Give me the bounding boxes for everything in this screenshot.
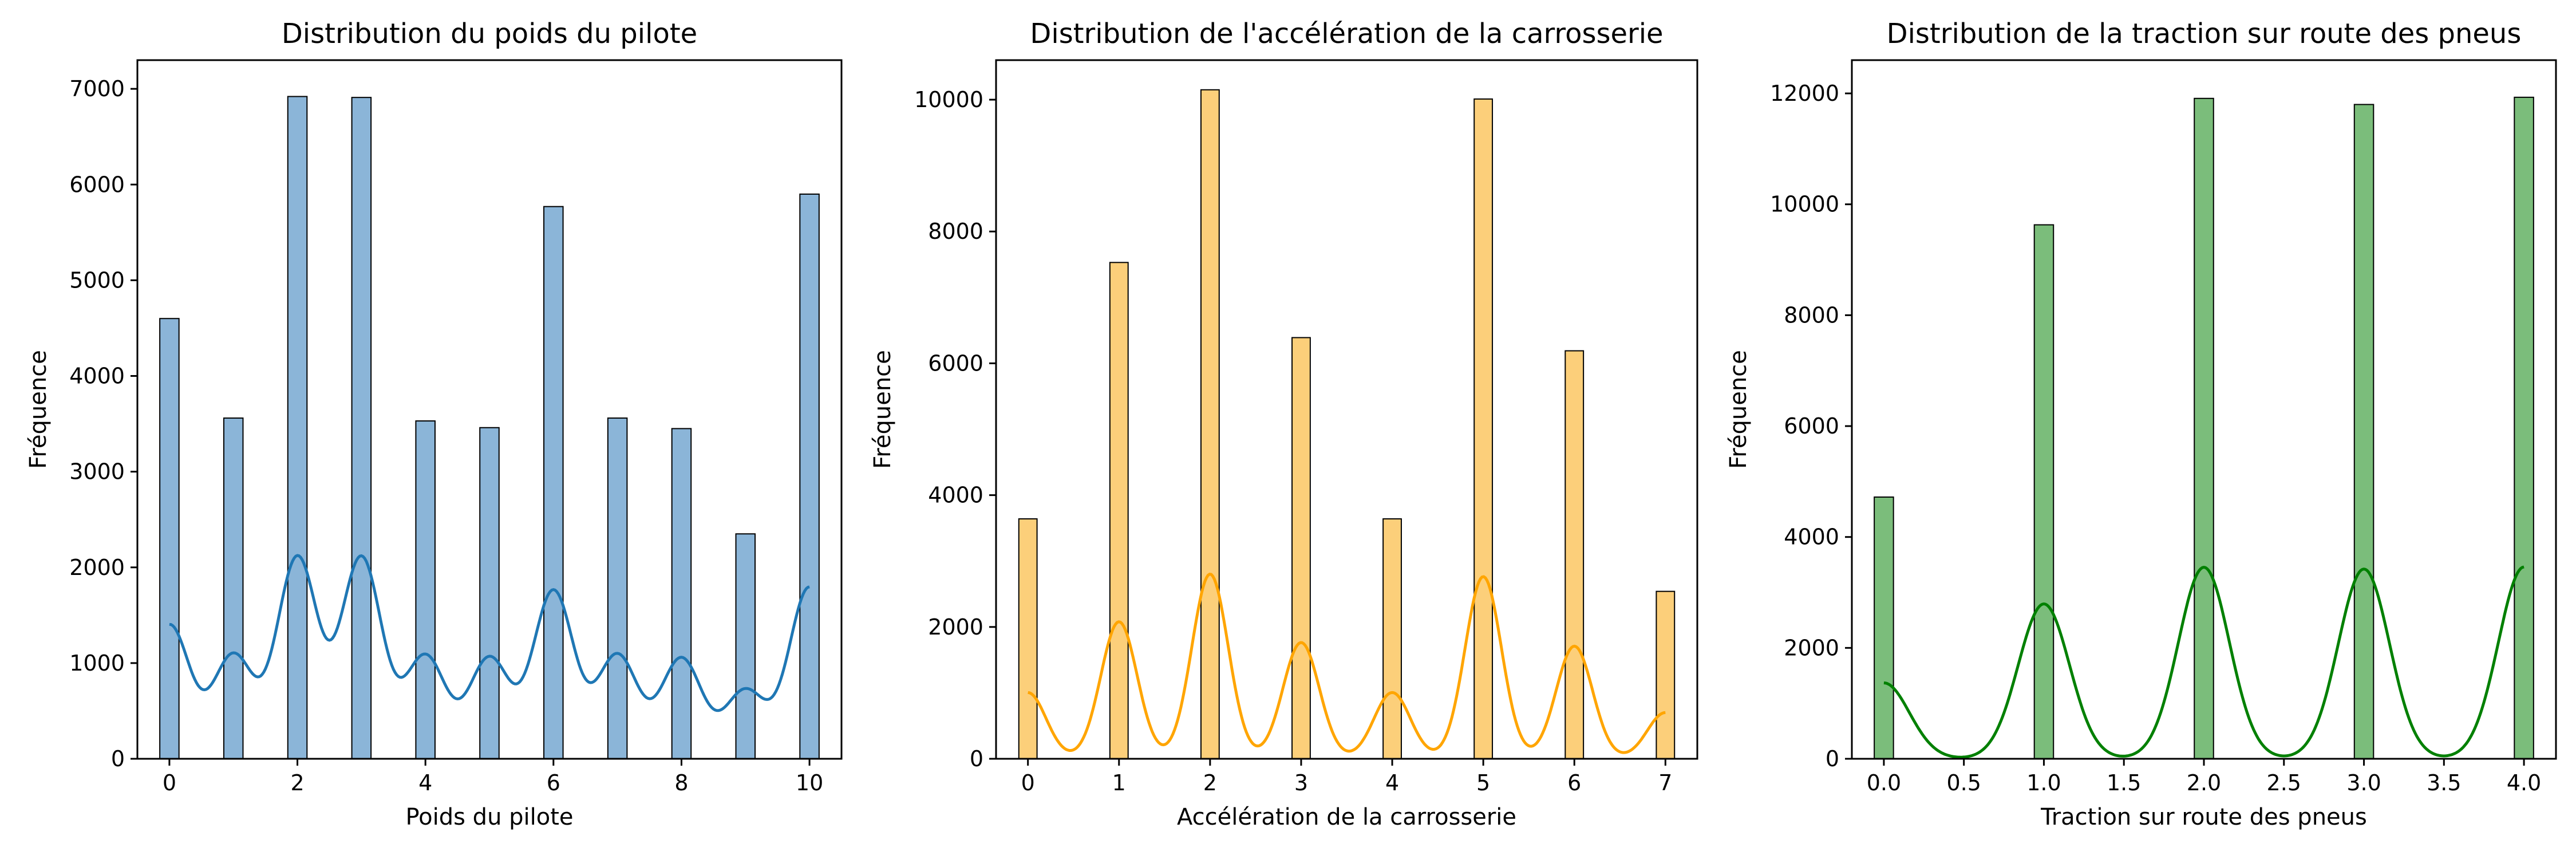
plot-frame xyxy=(995,59,1698,760)
x-tick-label: 2.5 xyxy=(2267,770,2301,795)
y-tick-label: 8000 xyxy=(928,219,983,244)
histogram-bar xyxy=(607,417,628,759)
histogram-bar xyxy=(2033,224,2055,760)
x-tick-label: 3.5 xyxy=(2427,770,2461,795)
histogram-bar xyxy=(159,318,180,759)
histogram-bar xyxy=(1382,518,1402,759)
histogram-bar xyxy=(543,206,564,760)
x-tick-label: 6 xyxy=(1567,770,1581,795)
histogram-bar xyxy=(671,428,692,759)
y-tick-label: 0 xyxy=(111,746,125,771)
x-tick-label: 0 xyxy=(163,770,176,795)
x-tick-label: 0.0 xyxy=(1867,770,1901,795)
chart-title: Distribution du poids du pilote xyxy=(282,18,697,50)
x-tick-label: 1.5 xyxy=(2107,770,2141,795)
chart-panel-tire-traction: 0.0 0.5 1.0 1.5 2.0 2.5 3.0 3.5 4.0 0 2000 4000 6000… xyxy=(1725,18,2557,830)
x-axis-label: Poids du pilote xyxy=(405,804,573,830)
histogram-bar xyxy=(2514,96,2534,759)
chart-title: Distribution de l'accélération de la car… xyxy=(1030,18,1663,50)
y-tick-label: 4000 xyxy=(1784,525,1839,550)
x-tick-label: 10 xyxy=(796,770,823,795)
y-tick-label: 6000 xyxy=(1784,413,1839,439)
y-tick-label: 3000 xyxy=(69,459,125,484)
histogram-bar xyxy=(1200,89,1220,759)
x-tick-label: 4 xyxy=(418,770,432,795)
histogram-bar xyxy=(1473,98,1494,760)
y-tick-label: 2000 xyxy=(1784,635,1839,660)
x-tick-label: 4 xyxy=(1385,770,1399,795)
x-tick-label: 7 xyxy=(1658,770,1672,795)
chart-panel-body-acceleration: 0 1 2 3 4 5 6 7 0 2000 4000 6000 8000 10000 Distributi… xyxy=(870,18,1698,830)
x-tick-label: 0 xyxy=(1021,770,1035,795)
histogram-bar xyxy=(1564,350,1585,759)
plot-frame xyxy=(136,59,843,760)
y-tick-label: 8000 xyxy=(1784,302,1839,328)
histogram-bar xyxy=(351,97,372,759)
histogram-bar xyxy=(1874,496,1894,759)
y-tick-label: 0 xyxy=(1826,746,1839,771)
y-tick-label: 5000 xyxy=(69,267,125,293)
y-tick-label: 10000 xyxy=(914,87,983,112)
histogram-bar xyxy=(799,193,820,759)
chart-panel-driver-weight: 0 2 4 6 8 10 0 1000 2000 3000 4000 5000 6000 7000 Dist… xyxy=(25,18,843,830)
kde-curve xyxy=(1883,565,2524,759)
x-tick-label: 3.0 xyxy=(2346,770,2381,795)
x-tick-label: 6 xyxy=(547,770,560,795)
x-axis-label: Accélération de la carrosserie xyxy=(1177,804,1516,830)
y-tick-label: 0 xyxy=(970,746,983,771)
x-tick-label: 2 xyxy=(1203,770,1217,795)
histogram-bar xyxy=(479,427,500,759)
chart-title: Distribution de la traction sur route de… xyxy=(1887,18,2522,50)
y-tick-label: 10000 xyxy=(1770,192,1839,217)
histogram-bar xyxy=(735,533,756,759)
histogram-bar xyxy=(2194,97,2214,759)
x-tick-label: 8 xyxy=(674,770,688,795)
x-tick-label: 4.0 xyxy=(2507,770,2541,795)
y-tick-label: 6000 xyxy=(69,172,125,197)
x-tick-label: 5 xyxy=(1476,770,1490,795)
histogram-bar xyxy=(287,96,308,760)
y-tick-label: 1000 xyxy=(69,651,125,676)
x-tick-label: 1.0 xyxy=(2026,770,2061,795)
x-axis-label: Traction sur route des pneus xyxy=(2040,804,2367,830)
y-axis-label: Fréquence xyxy=(870,350,896,469)
y-tick-label: 6000 xyxy=(928,350,983,376)
x-tick-label: 1 xyxy=(1112,770,1126,795)
histogram-bar xyxy=(415,420,436,759)
x-tick-label: 2.0 xyxy=(2187,770,2221,795)
y-tick-label: 4000 xyxy=(928,483,983,508)
y-tick-label: 4000 xyxy=(69,364,125,389)
kde-curve xyxy=(1028,572,1666,754)
x-tick-label: 2 xyxy=(290,770,304,795)
y-tick-label: 2000 xyxy=(69,555,125,580)
histogram-bar xyxy=(2353,104,2374,759)
x-tick-label: 0.5 xyxy=(1946,770,1981,795)
x-tick-label: 3 xyxy=(1294,770,1308,795)
histogram-bar xyxy=(1109,262,1129,760)
y-axis-label: Fréquence xyxy=(25,350,52,469)
y-tick-label: 7000 xyxy=(69,76,125,101)
y-axis-label: Fréquence xyxy=(1725,350,1752,469)
histogram-bar xyxy=(223,417,244,759)
histogram-bar xyxy=(1018,518,1038,759)
y-tick-label: 12000 xyxy=(1770,81,1839,106)
kde-curve xyxy=(169,554,810,712)
histogram-bar xyxy=(1291,337,1311,759)
histogram-bar xyxy=(1656,590,1676,760)
y-tick-label: 2000 xyxy=(928,614,983,640)
